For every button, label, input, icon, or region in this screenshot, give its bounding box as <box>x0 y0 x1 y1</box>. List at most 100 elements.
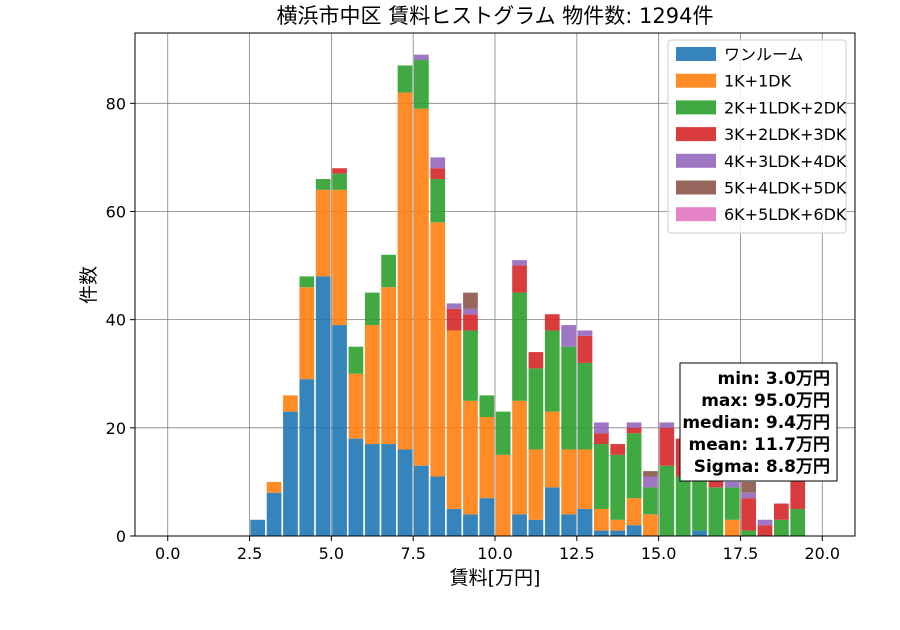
legend-label-6: 6K+5LDK+6DK <box>724 205 847 224</box>
bar-series0-bin8 <box>381 444 396 536</box>
bar-series1-bin6 <box>348 373 364 439</box>
bar-series5-bin24 <box>643 471 658 477</box>
bar-series2-bin14 <box>479 395 495 418</box>
bar-series4-bin29 <box>724 481 740 488</box>
bar-series2-bin20 <box>577 362 593 450</box>
bar-series4-bin13 <box>463 308 478 315</box>
bar-series0-bin0 <box>250 519 266 536</box>
bar-series2-bin7 <box>364 292 380 326</box>
bar-series1-bin2 <box>283 395 298 412</box>
legend-label-0: ワンルーム <box>724 45 804 64</box>
bar-series1-bin1 <box>266 481 282 493</box>
bar-series3-bin21 <box>594 433 609 445</box>
y-tick-label-0: 0 <box>116 527 126 546</box>
bar-series1-bin18 <box>544 411 560 488</box>
y-tick-label-4: 80 <box>106 94 126 113</box>
bar-series0-bin12 <box>446 508 462 536</box>
bar-series1-bin11 <box>430 222 446 477</box>
bar-series1-bin8 <box>381 287 396 445</box>
axis-ticks: 0.0 2.5 5.0 7.5 10.0 12.5 15.0 17.5 20.0 0 20 40 60 8… <box>106 94 840 563</box>
bar-series3-bin13 <box>463 314 478 331</box>
bar-series1-bin23 <box>626 498 642 526</box>
bar-series0-bin4 <box>315 276 331 536</box>
legend-swatch-3 <box>676 127 716 142</box>
bar-series2-bin9 <box>397 65 413 93</box>
stats-line-median: median: 9.4万円 <box>682 413 830 433</box>
bar-series3-bin5 <box>332 168 347 174</box>
bar-series2-bin29 <box>724 487 740 520</box>
x-tick-label-7: 17.5 <box>723 544 759 563</box>
stats-line-sigma: Sigma: 8.8万円 <box>694 457 830 477</box>
bar-series5-bin30 <box>741 481 756 493</box>
x-tick-label-1: 2.5 <box>237 544 262 563</box>
bar-series3-bin32 <box>774 503 789 520</box>
bar-series1-bin15 <box>495 454 511 536</box>
bar-series0-bin1 <box>266 492 282 536</box>
x-tick-label-3: 7.5 <box>400 544 425 563</box>
bar-series1-bin13 <box>463 400 478 515</box>
bar-series1-bin7 <box>364 325 380 445</box>
bar-series4-bin16 <box>512 260 527 266</box>
bar-series1-bin14 <box>479 417 495 499</box>
bar-series3-bin18 <box>544 314 560 331</box>
bar-series1-bin19 <box>561 449 576 515</box>
bar-series2-bin6 <box>348 346 364 374</box>
bar-series3-bin30 <box>741 498 756 531</box>
bar-series1-bin16 <box>512 400 527 515</box>
bar-series4-bin10 <box>414 54 429 61</box>
y-axis-label: 件数 <box>78 266 100 304</box>
bar-series0-bin2 <box>283 411 298 536</box>
bar-series2-bin8 <box>381 254 396 288</box>
bar-series0-bin19 <box>561 514 576 536</box>
stats-annotation: min: 3.0万円 max: 95.0万円 median: 9.4万円 mea… <box>679 362 838 482</box>
bar-series3-bin12 <box>446 308 462 331</box>
bar-series2-bin10 <box>414 60 429 109</box>
bar-series3-bin31 <box>757 525 773 536</box>
bar-series3-bin11 <box>430 168 446 180</box>
bar-series2-bin21 <box>594 444 609 509</box>
bar-series2-bin25 <box>659 465 675 536</box>
legend-swatch-1 <box>676 73 716 88</box>
bar-series0-bin10 <box>414 465 429 536</box>
bar-series0-bin14 <box>479 498 495 536</box>
bar-series4-bin12 <box>446 303 462 309</box>
stats-line-min: min: 3.0万円 <box>718 369 830 389</box>
bar-series2-bin3 <box>299 276 315 288</box>
bar-series1-bin21 <box>594 508 609 531</box>
bar-series0-bin18 <box>544 487 560 536</box>
stats-box-frame <box>679 362 838 482</box>
bar-series2-bin32 <box>774 519 789 536</box>
bar-series2-bin11 <box>430 179 446 223</box>
x-axis-label: 賃料[万円] <box>450 567 541 589</box>
x-tick-label-5: 12.5 <box>559 544 595 563</box>
bar-series4-bin31 <box>757 519 773 526</box>
legend-swatch-0 <box>676 47 716 61</box>
bar-series0-bin5 <box>332 325 347 536</box>
bar-series2-bin18 <box>544 330 560 412</box>
bar-series2-bin17 <box>528 368 544 450</box>
chart-title: 横浜市中区 賃料ヒストグラム 物件数: 1294件 <box>277 4 714 28</box>
legend-label-2: 2K+1LDK+2DK <box>724 98 847 117</box>
bar-series0-bin23 <box>626 525 642 536</box>
bar-series3-bin22 <box>610 444 626 455</box>
bar-series3-bin25 <box>659 427 675 466</box>
bar-series1-bin5 <box>332 189 347 326</box>
bar-series0-bin22 <box>610 530 626 536</box>
bar-series0-bin21 <box>594 530 609 536</box>
x-tick-label-8: 20.0 <box>804 544 840 563</box>
x-tick-label-6: 15.0 <box>641 544 677 563</box>
bar-series2-bin22 <box>610 454 626 520</box>
bar-series4-bin24 <box>643 476 658 488</box>
bar-series3-bin23 <box>626 427 642 434</box>
bar-series2-bin5 <box>332 173 347 190</box>
bar-series0-bin27 <box>692 530 707 536</box>
legend: ワンルーム 1K+1DK 2K+1LDK+2DK 3K+2LDK+3DK 4K+3LDK… <box>667 39 847 234</box>
bar-series1-bin10 <box>414 108 429 466</box>
bar-series0-bin16 <box>512 514 527 536</box>
y-tick-label-1: 20 <box>106 419 126 438</box>
bar-series1-bin9 <box>397 92 413 450</box>
bar-series0-bin9 <box>397 449 413 536</box>
legend-swatch-2 <box>676 100 716 115</box>
bar-series0-bin17 <box>528 519 544 536</box>
bar-series4-bin20 <box>577 330 593 336</box>
